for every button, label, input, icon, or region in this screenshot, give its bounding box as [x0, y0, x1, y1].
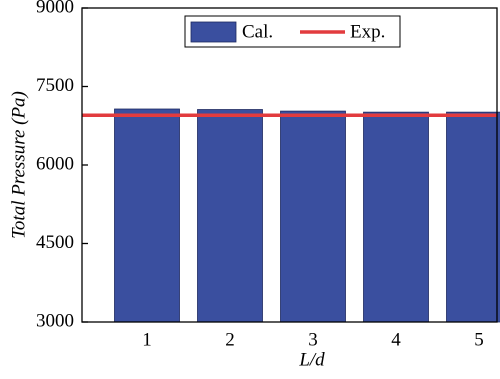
y-tick-label: 4500: [36, 232, 74, 253]
y-tick-label: 3000: [36, 310, 74, 331]
legend-swatch: [190, 21, 237, 43]
bar: [363, 111, 429, 323]
plot-frame: [81, 7, 498, 323]
bar: [197, 109, 263, 323]
x-tick-label: 5: [474, 329, 484, 350]
y-tick-label: 9000: [36, 0, 74, 17]
y-tick-label: 6000: [36, 153, 74, 174]
y-tick-label: 7500: [36, 75, 74, 96]
legend-label: Exp.: [350, 21, 385, 42]
x-tick-label: 3: [308, 329, 318, 350]
bar: [280, 110, 346, 323]
bar: [114, 108, 180, 323]
x-tick-label: 4: [391, 329, 401, 350]
x-tick-label: 1: [142, 329, 152, 350]
x-axis-label: L/d: [298, 349, 325, 370]
y-axis-label: Total Pressure (Pa): [8, 91, 29, 239]
x-tick-label: 2: [225, 329, 235, 350]
bar: [446, 111, 500, 323]
legend-label: Cal.: [242, 21, 273, 42]
